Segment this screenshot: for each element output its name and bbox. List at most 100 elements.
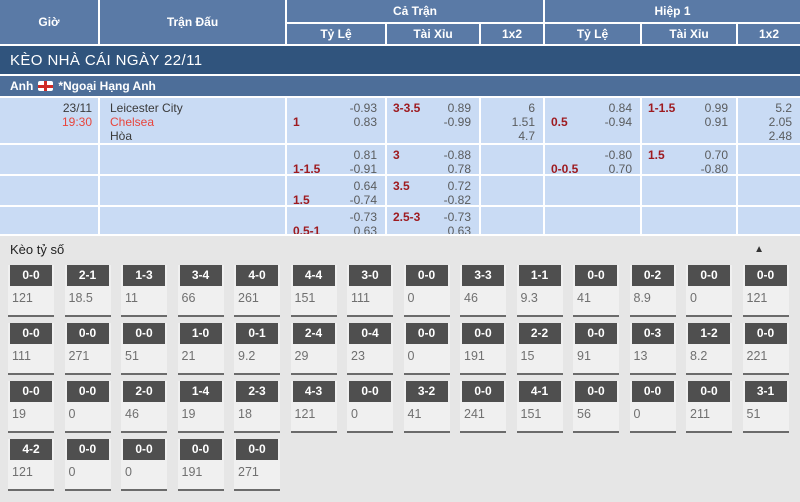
score-card[interactable]: 0-0 0 xyxy=(121,439,167,491)
collapse-arrow-icon[interactable]: ▲ xyxy=(754,243,764,255)
ft-1x2-cell[interactable] xyxy=(481,207,543,234)
score-card[interactable]: 0-0 271 xyxy=(234,439,280,491)
ft-1x2-cell[interactable] xyxy=(481,176,543,205)
ft-handicap-cell[interactable]: 0.81 1-1.5 -0.91 xyxy=(287,145,385,174)
h1-overunder-cell[interactable]: 1.5 0.70 -0.80 xyxy=(642,145,736,174)
score-card[interactable]: 3-2 41 xyxy=(403,381,450,433)
score-card[interactable]: 0-0 51 xyxy=(121,323,167,375)
score-label: 0-0 xyxy=(10,381,52,402)
score-card[interactable]: 3-3 46 xyxy=(460,265,506,317)
score-card[interactable]: 0-0 41 xyxy=(573,265,619,317)
score-slot: 0-0 191 xyxy=(177,436,235,494)
h1-1x2-cell[interactable]: 5.2 2.05 2.48 xyxy=(738,98,800,143)
score-card[interactable]: 0-2 8.9 xyxy=(629,265,676,317)
score-card[interactable]: 0-0 91 xyxy=(573,323,619,375)
score-label: 0-0 xyxy=(10,265,52,286)
score-label: 3-0 xyxy=(349,265,391,286)
ft-overunder-cell[interactable]: 3.5 0.72 -0.82 xyxy=(387,176,479,205)
score-card[interactable]: 2-0 46 xyxy=(121,381,167,433)
score-card[interactable]: 0-0 0 xyxy=(347,381,393,433)
score-card[interactable]: 0-0 0 xyxy=(629,381,676,433)
score-card[interactable]: 0-0 191 xyxy=(177,439,224,491)
score-label: 0-0 xyxy=(405,323,448,344)
score-label: 0-0 xyxy=(349,381,391,402)
odd-value: 0.72 xyxy=(447,179,471,193)
score-label: 0-0 xyxy=(236,439,278,460)
score-card[interactable]: 4-2 121 xyxy=(8,439,54,491)
score-card[interactable]: 1-0 21 xyxy=(177,323,224,375)
ft-handicap-cell[interactable]: -0.93 1 0.83 xyxy=(287,98,385,143)
handicap-label: 1-1.5 xyxy=(293,162,321,174)
score-card[interactable]: 4-3 121 xyxy=(290,381,337,433)
score-label: 0-0 xyxy=(123,323,165,344)
score-slot: 0-0 121 xyxy=(742,262,800,320)
h1-overunder-cell[interactable] xyxy=(642,176,736,205)
score-card[interactable]: 4-4 151 xyxy=(290,265,337,317)
score-card[interactable]: 0-0 0 xyxy=(64,439,111,491)
score-card[interactable]: 0-0 19 xyxy=(8,381,54,433)
score-odd: 0 xyxy=(68,465,76,479)
score-label: 3-1 xyxy=(744,381,787,402)
h1-overunder-cell[interactable] xyxy=(642,207,736,234)
ft-1x2-cell[interactable]: 6 1.51 4.7 xyxy=(481,98,543,143)
score-card[interactable]: 0-0 241 xyxy=(460,381,506,433)
odds-line: 1-1.5 0.99 xyxy=(648,101,728,115)
score-label: 4-2 xyxy=(10,439,52,460)
score-card[interactable]: 4-0 261 xyxy=(234,265,280,317)
h1-overunder-cell[interactable]: 1-1.5 0.99 0.91 xyxy=(642,98,736,143)
odd-value: -0.74 xyxy=(349,193,377,205)
score-card[interactable]: 1-3 11 xyxy=(121,265,167,317)
score-card[interactable]: 0-0 56 xyxy=(573,381,619,433)
odds-line: -0.73 xyxy=(293,210,377,224)
score-slot: 0-0 241 xyxy=(460,378,517,436)
ft-handicap-cell[interactable]: 0.64 1.5 -0.74 xyxy=(287,176,385,205)
score-card[interactable]: 2-1 18.5 xyxy=(64,265,111,317)
score-card[interactable]: 0-0 191 xyxy=(460,323,506,375)
score-label: 0-0 xyxy=(744,265,787,286)
h1-1x2-cell[interactable] xyxy=(738,176,800,205)
score-label: 2-2 xyxy=(518,323,561,344)
odd-value: 0.63 xyxy=(353,224,377,234)
score-card[interactable]: 0-0 271 xyxy=(64,323,111,375)
score-card[interactable]: 1-2 8.2 xyxy=(686,323,732,375)
ft-overunder-cell[interactable]: 2.5-3 -0.73 0.63 xyxy=(387,207,479,234)
score-card[interactable]: 3-1 51 xyxy=(742,381,789,433)
ft-overunder-cell[interactable]: 3-3.5 0.89 -0.99 xyxy=(387,98,479,143)
h1-handicap-cell[interactable]: 0.84 0.5 -0.94 xyxy=(545,98,640,143)
score-card[interactable]: 0-1 9.2 xyxy=(234,323,280,375)
score-card[interactable]: 0-0 211 xyxy=(686,381,732,433)
score-card[interactable]: 0-0 0 xyxy=(403,323,450,375)
h1-1x2-cell[interactable] xyxy=(738,145,800,174)
score-card[interactable]: 0-0 221 xyxy=(742,323,789,375)
score-card[interactable]: 0-0 111 xyxy=(8,323,54,375)
score-card[interactable]: 0-4 23 xyxy=(347,323,393,375)
h1-handicap-cell[interactable] xyxy=(545,207,640,234)
score-card[interactable]: 0-0 0 xyxy=(686,265,732,317)
score-card[interactable]: 2-2 15 xyxy=(516,323,563,375)
score-card[interactable]: 0-0 0 xyxy=(64,381,111,433)
h1-1x2-cell[interactable] xyxy=(738,207,800,234)
score-card[interactable]: 3-4 66 xyxy=(177,265,224,317)
ft-handicap-cell[interactable]: -0.73 0.5-1 0.63 xyxy=(287,207,385,234)
score-card[interactable]: 1-1 9.3 xyxy=(516,265,563,317)
score-card[interactable]: 3-0 111 xyxy=(347,265,393,317)
score-label: 1-1 xyxy=(518,265,561,286)
score-card[interactable]: 0-0 121 xyxy=(8,265,54,317)
h1-handicap-cell[interactable] xyxy=(545,176,640,205)
ft-overunder-cell[interactable]: 3 -0.88 0.78 xyxy=(387,145,479,174)
score-card[interactable]: 0-0 0 xyxy=(403,265,450,317)
score-label: 1-0 xyxy=(179,323,222,344)
score-card[interactable]: 2-4 29 xyxy=(290,323,337,375)
score-card[interactable]: 0-3 13 xyxy=(629,323,676,375)
league-name: *Ngoại Hạng Anh xyxy=(58,79,156,93)
h1-handicap-cell[interactable]: -0.80 0-0.5 0.70 xyxy=(545,145,640,174)
score-card[interactable]: 1-4 19 xyxy=(177,381,224,433)
score-odd: 0 xyxy=(633,407,641,421)
score-card[interactable]: 0-0 121 xyxy=(742,265,789,317)
match-cell: Leicester City Chelsea Hòa xyxy=(100,98,285,143)
score-card[interactable]: 4-1 151 xyxy=(516,381,563,433)
one-x-two-odd: 4.7 xyxy=(518,129,535,143)
ft-1x2-cell[interactable] xyxy=(481,145,543,174)
score-card[interactable]: 2-3 18 xyxy=(234,381,280,433)
handicap-label: 0.5-1 xyxy=(293,224,321,234)
